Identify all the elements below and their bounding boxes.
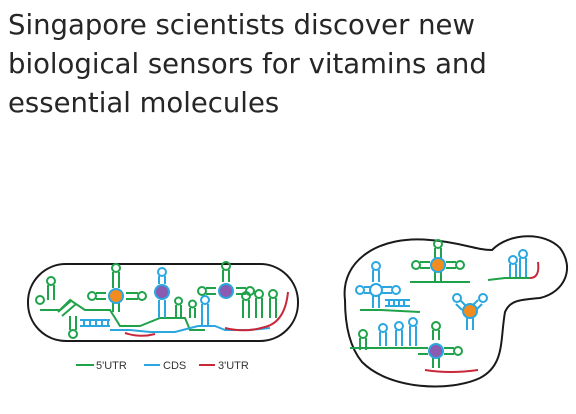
legend-item-cds: CDS [144, 360, 186, 372]
legend-item-5utr: 5'UTR [76, 360, 127, 372]
figure-legend: 5'UTR CDS 3'UTR [76, 360, 249, 372]
orange-ligand-icon [108, 288, 124, 304]
bacterium-cell [27, 261, 299, 342]
purple-ligand-icon [218, 283, 234, 299]
purple-ligand-icon [154, 284, 170, 300]
headline-line-1: Singapore scientists discover new [8, 9, 475, 41]
legend-label-5utr: 5'UTR [96, 360, 127, 372]
orange-ligand-icon [430, 257, 446, 273]
purple-ligand-icon [428, 343, 444, 359]
headline-line-2: biological sensors for vitamins and [8, 48, 487, 80]
legend-label-cds: CDS [163, 360, 186, 372]
yeast-cell [343, 235, 569, 388]
riboswitch-illustration: 5'UTR CDS 3'UTR [27, 235, 569, 388]
orange-ligand-icon [462, 303, 478, 319]
legend-item-3utr: 3'UTR [199, 360, 249, 372]
legend-label-3utr: 3'UTR [218, 360, 249, 372]
headline: Singapore scientists discover new biolog… [8, 6, 568, 123]
headline-line-3: essential molecules [8, 87, 280, 119]
